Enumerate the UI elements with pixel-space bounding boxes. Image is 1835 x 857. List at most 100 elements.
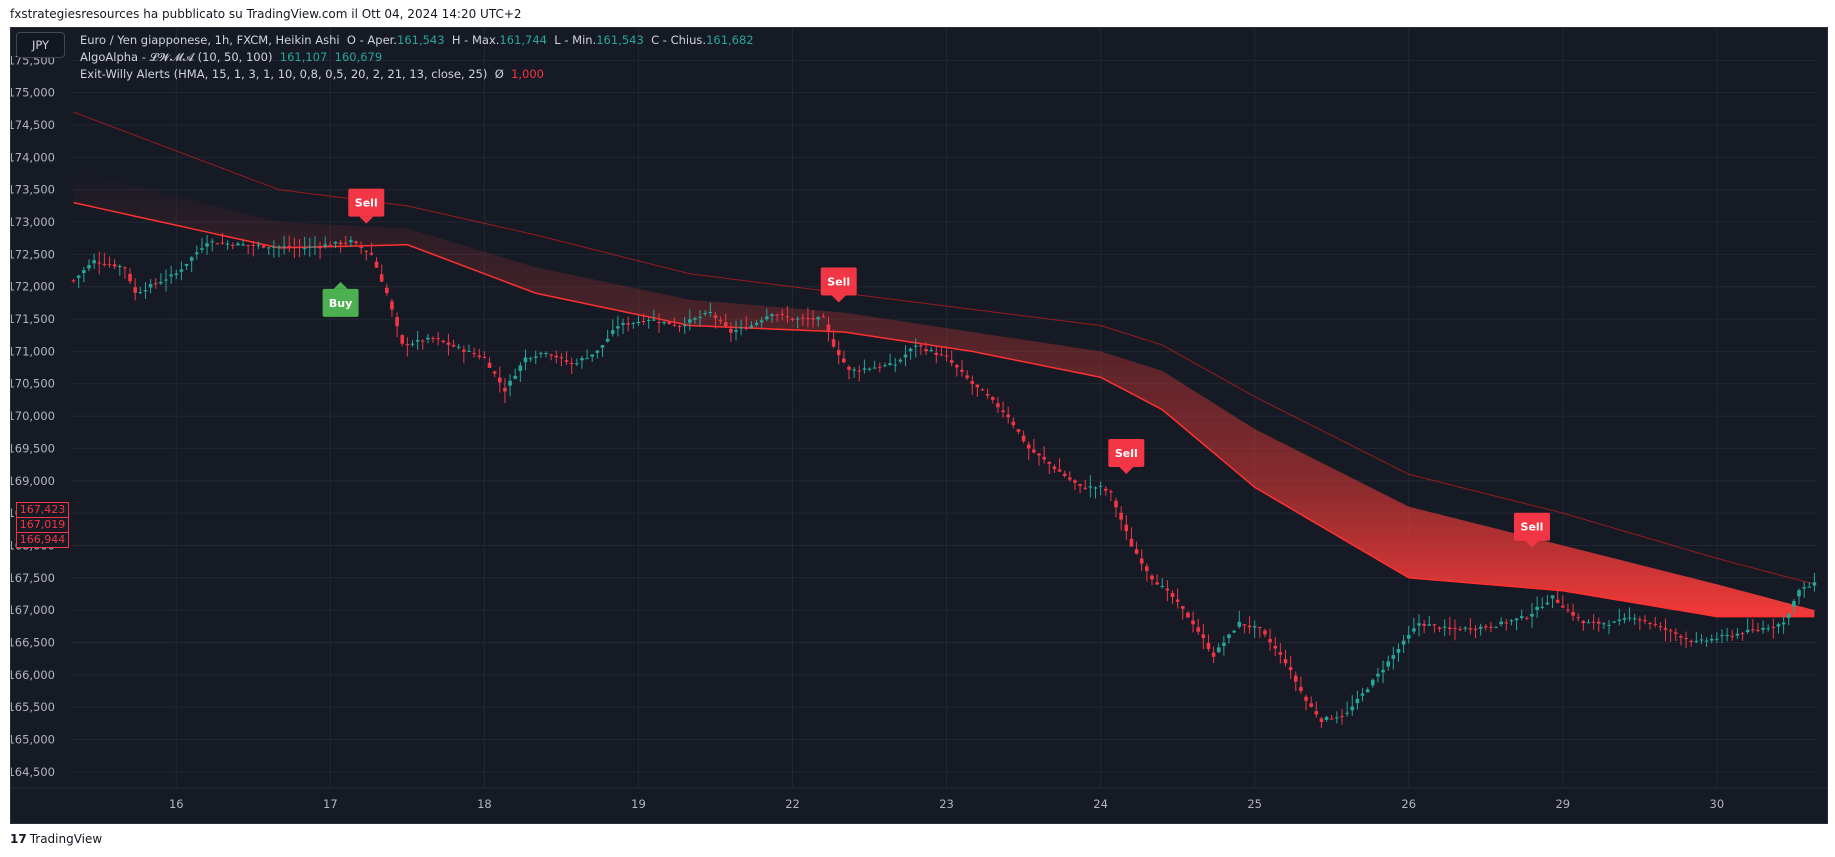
signals: Sell Buy Sell Sell Sell: [322, 188, 1550, 548]
candle-body: [893, 364, 898, 366]
candle-body: [662, 321, 666, 324]
sell-arrow-icon: [359, 216, 374, 224]
candle-body: [564, 360, 569, 362]
candle-body: [759, 320, 764, 323]
x-tick-label: 23: [939, 797, 954, 811]
candle-body: [616, 326, 620, 329]
candle-body: [1535, 606, 1539, 610]
candle-body: [590, 354, 595, 357]
candle-body: [528, 358, 533, 360]
legend-indicator-2[interactable]: Exit-Willy Alerts (HMA, 15, 1, 3, 1, 10,…: [80, 66, 754, 83]
candle-body: [1052, 466, 1057, 469]
candle-body: [1293, 675, 1298, 682]
candle-body: [621, 323, 625, 325]
candle-body: [965, 375, 969, 379]
footer-brand[interactable]: 17 TradingView: [10, 832, 102, 846]
candle-body: [215, 243, 220, 245]
candle-body: [826, 324, 831, 331]
candle-body: [1175, 599, 1180, 602]
candle-body: [1602, 623, 1606, 625]
candle-body: [652, 319, 656, 321]
candle-body: [1396, 648, 1401, 653]
candle-body: [1571, 611, 1575, 616]
candle-body: [580, 358, 584, 361]
candle-body: [1576, 617, 1581, 619]
x-tick-label: 22: [785, 797, 800, 811]
price-badge-1: 167,423: [16, 502, 69, 518]
candle-body: [1422, 623, 1426, 626]
candle-body: [1673, 632, 1678, 634]
candle-body: [1247, 625, 1252, 628]
candle-body: [123, 267, 127, 269]
candle-body: [749, 325, 754, 328]
buy-label-box: [322, 288, 359, 317]
candle-body: [1360, 693, 1365, 696]
candle-body: [544, 353, 548, 355]
candle-body: [554, 355, 559, 358]
candle-body: [1057, 469, 1062, 472]
candle-body: [1170, 593, 1175, 598]
candle-body: [189, 257, 194, 261]
candle-body: [718, 320, 723, 322]
grid-lines: [71, 28, 1817, 788]
candle-body: [1689, 640, 1693, 642]
candle-body: [1273, 645, 1278, 649]
y-tick-label: 171,500: [11, 312, 55, 326]
candle-body: [184, 263, 189, 266]
candle-body: [1263, 630, 1267, 635]
y-tick-label: 170,500: [11, 377, 55, 391]
candle-body: [390, 301, 394, 310]
candle-body: [734, 330, 738, 332]
price-chart[interactable]: Sell Buy Sell Sell Sell 164,500 165,000 165,50…: [11, 28, 1827, 823]
candle-body: [1011, 421, 1016, 426]
candle-body: [1001, 410, 1005, 413]
candle-body: [1073, 480, 1077, 483]
candle-body: [379, 274, 384, 282]
candle-body: [405, 344, 410, 346]
candle-body: [513, 375, 518, 379]
candle-body: [467, 350, 471, 352]
candle-body: [1268, 638, 1272, 643]
candle-body: [1483, 626, 1488, 628]
candle-body: [1504, 622, 1509, 624]
y-tick-label: 172,000: [11, 280, 55, 294]
candle-body: [292, 246, 297, 248]
buy-signal: Buy: [322, 281, 359, 317]
candle-body: [1350, 706, 1355, 711]
sell-arrow-icon: [1524, 540, 1539, 548]
sell-label-box: [1108, 438, 1145, 467]
candle-body: [677, 326, 682, 328]
candle-body: [569, 363, 574, 365]
candle-body: [1622, 618, 1627, 620]
y-tick-label: 165,000: [11, 732, 55, 746]
candle-body: [1376, 673, 1380, 677]
candle-body: [1540, 606, 1545, 608]
candle-body: [415, 340, 420, 342]
candle-body: [657, 322, 661, 324]
candle-body: [349, 240, 353, 243]
candle-body: [806, 318, 810, 320]
candle-body: [256, 244, 261, 246]
candle-body: [266, 247, 271, 249]
candle-body: [395, 316, 399, 327]
candle-body: [1776, 624, 1781, 627]
candle-body: [1632, 618, 1637, 620]
symbol-button[interactable]: JPY: [16, 32, 65, 58]
candle-body: [1607, 624, 1611, 626]
candle-body: [492, 371, 497, 374]
candle-body: [1139, 558, 1144, 564]
candle-body: [153, 283, 158, 285]
candle-body: [508, 380, 512, 386]
y-tick-label: 167,000: [11, 603, 55, 617]
y-tick-label: 166,500: [11, 635, 55, 649]
candle-body: [1699, 639, 1704, 641]
y-axis: 164,500 165,000 165,500 166,000 166,500 167,0…: [11, 53, 55, 778]
candle-body: [354, 241, 358, 244]
sell-label-box: [1513, 512, 1550, 541]
candle-body: [1473, 628, 1478, 630]
candle-body: [374, 261, 379, 268]
legend-indicator-1[interactable]: AlgoAlpha - 𝓛𝓦𝓜𝓐 (10, 50, 100) 161,107 1…: [80, 49, 754, 66]
candle-body: [1324, 716, 1329, 720]
candle-body: [1612, 621, 1616, 623]
candle-body: [1581, 620, 1586, 624]
